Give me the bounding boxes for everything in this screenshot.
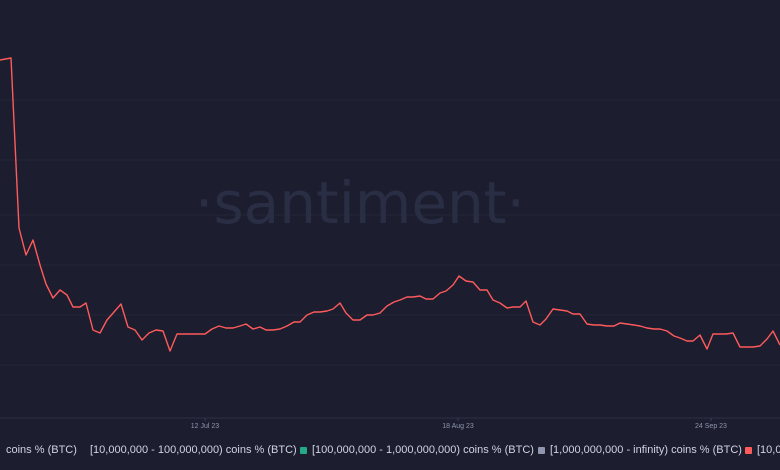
legend-item[interactable]: [100,000,000 - 1,000,000,000) coins % (B…	[300, 444, 534, 456]
legend-swatch	[78, 446, 85, 454]
watermark: ·santiment·	[195, 169, 525, 237]
legend-item[interactable]: [10,00	[745, 444, 780, 456]
legend-label: [10,000,000 - 100,000,000) coins % (BTC)	[90, 444, 297, 456]
legend-swatch	[300, 446, 307, 454]
legend: coins % (BTC) [10,000,000 - 100,000,000) …	[0, 444, 780, 462]
legend-item[interactable]: [1,000,000,000 - infinity) coins % (BTC)	[538, 444, 742, 456]
x-tick-label: 24 Sep 23	[695, 423, 727, 430]
gridlines	[0, 99, 780, 419]
legend-swatch	[538, 446, 545, 454]
legend-swatch	[745, 446, 752, 454]
x-tick-label: 12 Jul 23	[191, 423, 220, 430]
legend-label: [100,000,000 - 1,000,000,000) coins % (B…	[312, 444, 534, 456]
legend-label: coins % (BTC)	[6, 444, 77, 456]
series-line-0	[0, 57, 780, 352]
x-tick-label: 18 Aug 23	[442, 423, 474, 430]
legend-label: [1,000,000,000 - infinity) coins % (BTC)	[550, 444, 742, 456]
x-axis-ticks: 12 Jul 23 18 Aug 23 24 Sep 23	[191, 418, 727, 430]
series-layer	[0, 57, 780, 352]
legend-item[interactable]: coins % (BTC)	[6, 444, 77, 456]
legend-item[interactable]: [10,000,000 - 100,000,000) coins % (BTC)	[78, 444, 297, 456]
legend-label: [10,00	[757, 444, 780, 456]
